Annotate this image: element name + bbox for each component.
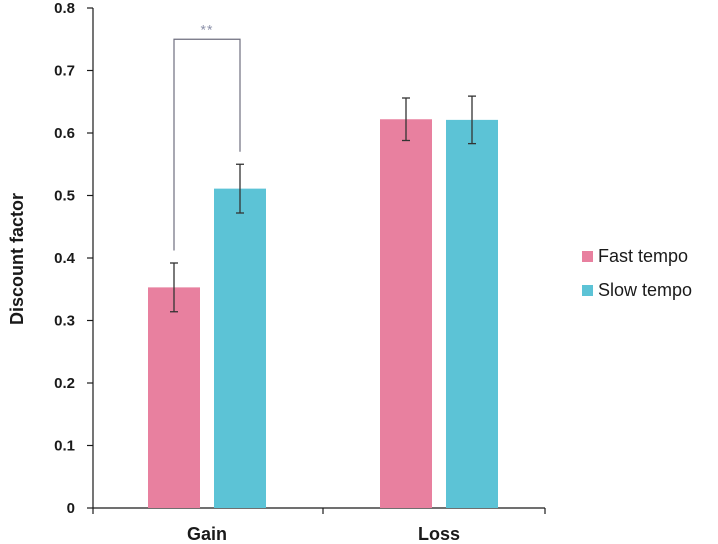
legend-label-fast-tempo: Fast tempo (598, 246, 688, 266)
y-tick-label: 0.1 (54, 438, 75, 455)
y-tick-label: 0.2 (54, 375, 75, 392)
y-tick-label: 0 (67, 500, 75, 517)
y-axis-title: Discount factor (7, 193, 27, 325)
x-tick-label-gain: Gain (187, 524, 227, 544)
bar-loss-slow-tempo (446, 119, 498, 508)
y-tick-label: 0.3 (54, 313, 75, 330)
legend-label-slow-tempo: Slow tempo (598, 280, 692, 300)
bar-loss-fast-tempo (380, 119, 432, 508)
y-tick-label: 0.7 (54, 63, 75, 80)
bar-gain-slow-tempo (214, 188, 266, 508)
x-tick-label-loss: Loss (418, 524, 460, 544)
y-tick-label: 0.4 (54, 250, 76, 267)
y-tick-label: 0.8 (54, 0, 75, 17)
bar-gain-fast-tempo (148, 287, 200, 508)
legend-swatch-slow-tempo (582, 285, 593, 296)
y-axis-title-group: Discount factor (7, 193, 27, 325)
significance-bracket (173, 38, 241, 251)
legend: Fast tempo Slow tempo (582, 246, 692, 300)
plot-area: 0 0.1 0.2 0.3 0.4 0.5 0.6 0.7 0.8 Gain Loss ** (54, 0, 546, 544)
y-tick-label: 0.6 (54, 125, 75, 142)
legend-swatch-fast-tempo (582, 251, 593, 262)
significance-label: ** (201, 21, 214, 37)
y-tick-label: 0.5 (54, 188, 75, 205)
